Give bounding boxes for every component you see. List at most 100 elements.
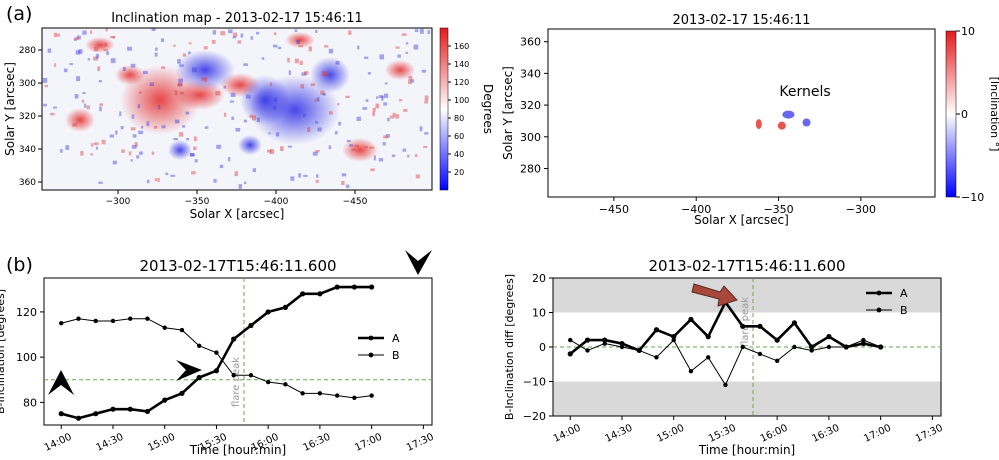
heatmap-speckle <box>186 138 190 141</box>
kernels-colorbar <box>945 30 957 198</box>
heatmap-speckle <box>42 77 48 83</box>
heatmap-speckle <box>216 144 222 149</box>
heatmap-speckle <box>130 63 136 68</box>
bdiff-series-B-point <box>774 358 780 363</box>
heatmap-speckle <box>424 132 429 135</box>
heatmap-speckle <box>347 139 351 143</box>
heatmap-speckle <box>106 51 110 55</box>
heatmap-speckle <box>316 174 319 178</box>
kernel-point <box>777 121 786 130</box>
binc-series-B-point <box>231 373 236 378</box>
heatmap-speckle <box>317 97 320 102</box>
binc-xtick-label: 16:30 <box>301 432 332 454</box>
bdiff-ytick-label: 10 <box>532 307 546 320</box>
binc-series-B-point <box>93 318 98 324</box>
heatmap-speckle <box>273 32 277 36</box>
binc-series-A-point <box>334 284 340 290</box>
heatmap-speckle <box>372 107 376 112</box>
heatmap-speckle <box>54 63 57 68</box>
heatmap-speckle <box>341 173 347 177</box>
heatmap-speckle <box>405 51 408 54</box>
binc-ylabel: B-Inclination [degrees] <box>0 289 7 414</box>
heatmap-speckle <box>93 46 99 52</box>
binc-series-A-point <box>317 291 323 297</box>
heatmap-speckle <box>82 30 87 35</box>
heatmap-speckle <box>76 35 81 40</box>
heatmap-speckle <box>179 91 185 95</box>
heatmap-speckle <box>414 29 419 32</box>
heatmap-speckle <box>287 145 292 148</box>
heatmap-speckle <box>307 127 311 133</box>
heatmap-speckle <box>220 31 226 36</box>
heatmap-speckle <box>76 76 81 82</box>
bdiff-legend-marker <box>876 290 882 296</box>
heatmap-speckle <box>354 144 360 148</box>
heatmap-speckle <box>415 174 421 179</box>
heatmap-frame <box>41 27 433 191</box>
binc-xlabel: Time [hour:min] <box>189 443 287 457</box>
binc-title: 2013-02-17T15:46:11.600 <box>139 257 336 275</box>
heatmap-speckle <box>378 158 384 162</box>
heatmap-speckle <box>315 179 319 183</box>
bdiff-xtick-label: 16:00 <box>759 423 790 445</box>
heatmap-speckle <box>321 71 326 77</box>
heatmap-speckle <box>237 40 242 44</box>
heatmap-speckle <box>53 106 57 109</box>
kernels-colorbar-tick-label: 0 <box>961 108 968 121</box>
kernels-xtick-label: −350 <box>763 203 793 216</box>
binc-series-A-point <box>300 291 306 297</box>
heatmap-speckle <box>250 36 254 40</box>
heatmap-speckle <box>119 111 122 117</box>
heatmap-region-13 <box>168 140 192 160</box>
heatmap-speckle <box>54 32 57 38</box>
bdiff-series-B-point <box>637 348 642 353</box>
bdiff-series-A-point <box>757 323 763 329</box>
heatmap-speckle <box>139 151 143 155</box>
heatmap-region-11 <box>385 60 415 80</box>
binc-series-A-point <box>58 411 64 417</box>
heatmap-speckle <box>424 100 429 104</box>
heatmap-speckle <box>232 36 237 39</box>
heatmap-speckle <box>105 28 108 32</box>
heatmap-speckle <box>338 121 342 126</box>
binc-series-B-point <box>76 316 81 321</box>
binc-series-A-point <box>282 304 289 310</box>
binc-series-B-point <box>162 325 167 330</box>
bdiff-series-A-point <box>567 351 573 357</box>
heatmap-speckle <box>427 30 431 34</box>
heatmap-speckle <box>372 111 375 117</box>
heatmap-speckle <box>382 142 386 146</box>
heatmap-speckle <box>266 149 272 153</box>
heatmap-speckle <box>203 46 208 50</box>
heatmap-speckle <box>131 114 135 119</box>
kernels-title: 2013-02-17 15:46:11 <box>672 13 810 28</box>
arrow-down-icon <box>405 250 432 275</box>
binc-series-B-point <box>248 373 254 378</box>
heatmap-speckle <box>298 173 301 178</box>
heatmap-speckle <box>138 130 144 135</box>
colorbar-tick-label: 120 <box>454 78 469 87</box>
bdiff-series-B-point <box>861 337 866 343</box>
heatmap-speckle <box>413 44 419 50</box>
bdiff-xtick-label: 14:30 <box>604 423 635 445</box>
heatmap-speckle <box>204 126 209 129</box>
heatmap-region-7 <box>310 57 350 93</box>
heatmap-speckle <box>421 69 427 73</box>
binc-series-A-point <box>144 408 151 415</box>
bdiff-legend-label-A: A <box>900 287 908 300</box>
heatmap-speckle <box>314 98 318 102</box>
heatmap-speckle <box>90 153 94 156</box>
heatmap-speckle <box>78 49 83 54</box>
binc-series-A-point <box>110 406 116 412</box>
bdiff-series-B-point <box>809 348 814 353</box>
binc-series-B-point <box>317 391 323 396</box>
bdiff-ytick-label: 0 <box>539 341 546 354</box>
kernels-ytick-label: 340 <box>520 67 541 80</box>
heatmap-speckle <box>406 42 409 45</box>
heatmap-region-10 <box>85 37 115 53</box>
heatmap-speckle <box>50 112 55 116</box>
bdiff-legend-label-B: B <box>900 304 908 317</box>
bdiff-xtick-label: 17:00 <box>862 423 893 445</box>
heatmap-speckle <box>136 155 140 159</box>
heatmap-speckle <box>320 90 325 95</box>
